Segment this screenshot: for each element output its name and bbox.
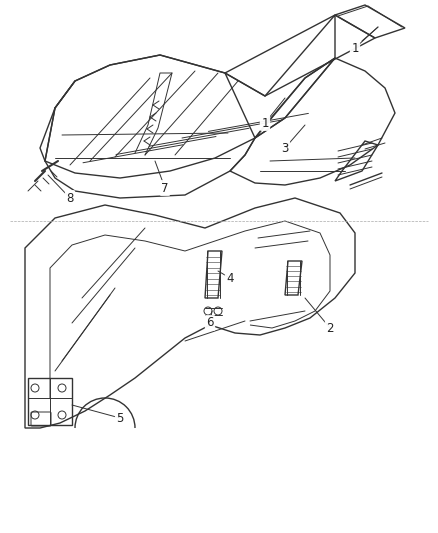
Text: 3: 3 xyxy=(281,141,289,155)
Text: 4: 4 xyxy=(226,271,234,285)
Text: 2: 2 xyxy=(326,321,334,335)
Text: 6: 6 xyxy=(206,317,214,329)
Text: 1: 1 xyxy=(261,117,269,130)
Text: 1: 1 xyxy=(351,42,359,54)
Text: 5: 5 xyxy=(117,411,124,424)
Text: 8: 8 xyxy=(66,191,74,205)
Text: 7: 7 xyxy=(161,182,169,195)
